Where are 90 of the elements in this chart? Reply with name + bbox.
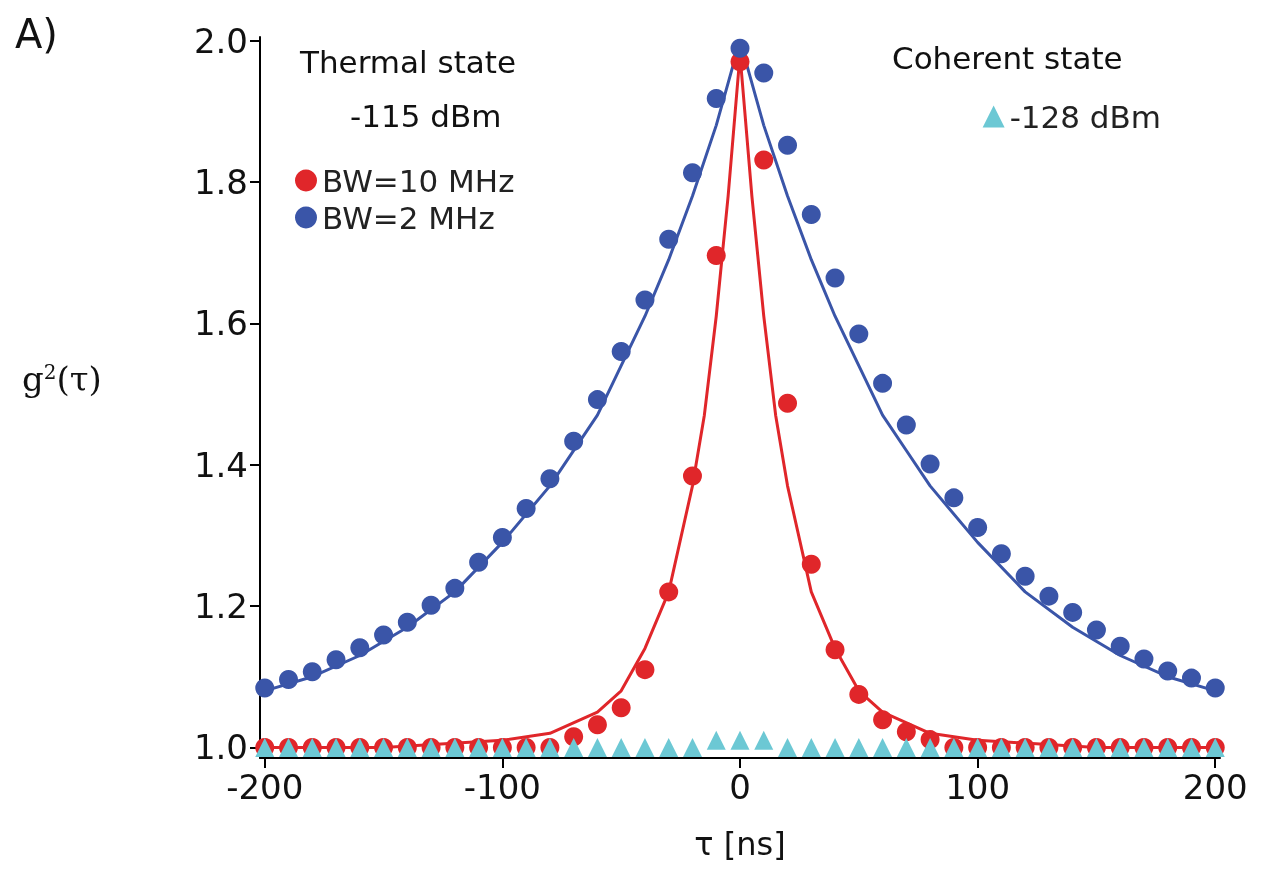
point	[873, 737, 893, 757]
point	[635, 660, 655, 680]
y-tick-label: 1.2	[193, 586, 248, 627]
annotation: Coherent state	[892, 39, 1123, 76]
point	[397, 612, 417, 632]
point	[896, 415, 916, 435]
point	[374, 625, 394, 645]
point	[706, 89, 726, 108]
annotation: Thermal state	[299, 43, 517, 80]
x-tick-label: 100	[945, 767, 1011, 807]
point	[611, 737, 631, 757]
point	[587, 715, 607, 735]
point	[991, 544, 1011, 564]
point	[1182, 668, 1201, 688]
point	[706, 730, 726, 750]
point	[492, 527, 512, 547]
point	[1015, 566, 1035, 586]
point	[564, 737, 584, 757]
point	[920, 454, 940, 474]
point	[611, 698, 631, 718]
point	[1086, 620, 1106, 640]
point	[778, 135, 798, 155]
point	[849, 324, 869, 344]
point	[968, 518, 988, 538]
x-tick-label: -100	[463, 767, 541, 807]
point	[421, 595, 441, 615]
point	[1205, 678, 1225, 698]
point	[635, 290, 655, 310]
point	[754, 730, 774, 750]
point	[516, 498, 536, 518]
point	[778, 737, 798, 757]
point	[326, 650, 346, 670]
point	[279, 670, 299, 690]
point	[778, 393, 798, 413]
point	[1134, 649, 1154, 669]
point	[587, 737, 607, 757]
point	[754, 150, 774, 170]
point	[1063, 602, 1083, 622]
x-tick-label: 0	[729, 767, 751, 807]
point	[659, 737, 679, 757]
point	[540, 469, 560, 489]
point	[564, 431, 584, 451]
point	[682, 466, 702, 486]
point	[587, 390, 607, 410]
point	[825, 737, 845, 757]
point	[469, 552, 489, 572]
point	[754, 63, 774, 83]
point	[801, 204, 821, 224]
point	[849, 737, 869, 757]
point	[730, 38, 750, 58]
point	[350, 638, 370, 658]
text: A)	[15, 11, 58, 57]
point	[1110, 636, 1130, 656]
point	[730, 730, 750, 750]
point	[611, 342, 631, 362]
x-tick-label: 200	[1182, 767, 1248, 807]
point	[255, 678, 275, 698]
point	[896, 722, 916, 742]
point	[873, 710, 893, 730]
point	[920, 737, 940, 757]
legend-label: -128 dBm	[1009, 98, 1162, 135]
point	[801, 554, 821, 574]
y-tick-label: 1.6	[193, 303, 248, 344]
point	[682, 163, 702, 183]
legend-label: BW=10 MHz	[322, 162, 515, 199]
point	[302, 662, 322, 682]
point	[706, 245, 726, 265]
point	[896, 737, 916, 757]
point	[635, 737, 655, 757]
y-tick-label: 1.8	[193, 161, 248, 202]
y-tick-label: 2.0	[193, 20, 248, 61]
y-axis-title: g$^{2}$(τ)	[22, 359, 102, 400]
point	[445, 578, 465, 598]
y-tick-label: 1.0	[193, 727, 248, 768]
point	[659, 229, 679, 249]
point	[1158, 661, 1178, 681]
point	[801, 737, 821, 757]
point	[944, 488, 964, 508]
point	[682, 737, 702, 757]
x-tick-label: -200	[226, 767, 304, 807]
point	[873, 373, 893, 393]
x-axis-title: τ [ns]	[694, 825, 786, 863]
legend-label: BW=2 MHz	[322, 199, 495, 236]
point	[659, 582, 679, 602]
point	[825, 268, 845, 288]
point	[825, 640, 845, 660]
y-tick-label: 1.4	[193, 444, 248, 485]
point	[849, 684, 869, 704]
annotation: -115 dBm	[350, 97, 502, 134]
point	[1039, 586, 1059, 606]
